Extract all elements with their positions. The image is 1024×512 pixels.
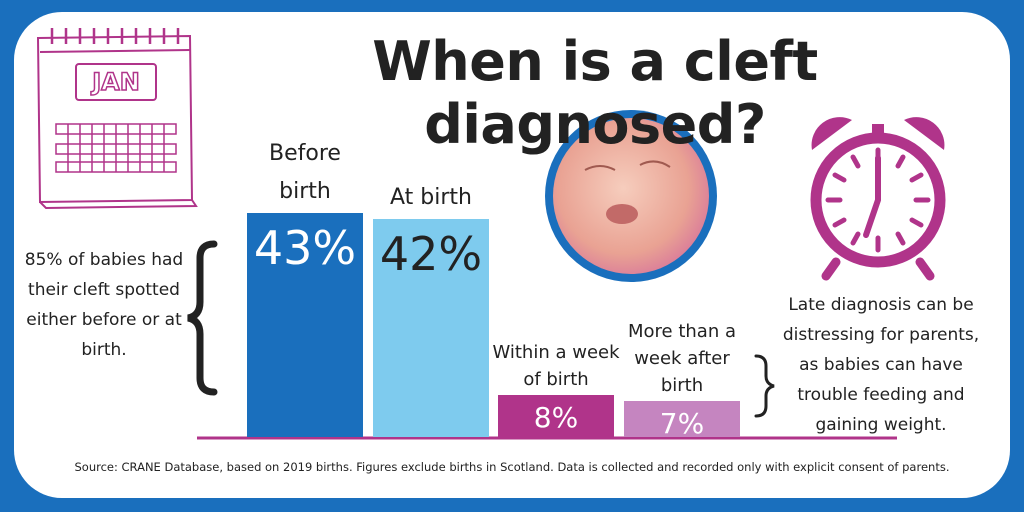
calendar-icon: [36, 28, 198, 210]
category-label: At birth: [390, 184, 472, 210]
bar: [498, 395, 614, 437]
value-label: 43%: [253, 221, 357, 276]
left-note: 85% of babies had their cleft spotted ei…: [24, 250, 184, 360]
value-label: 7%: [659, 406, 705, 440]
calendar-month: JAN: [90, 68, 140, 96]
right-note: Late diagnosis can be distressing for pa…: [782, 295, 980, 435]
value-label: 8%: [533, 401, 579, 435]
photo-detail: [606, 204, 638, 224]
category-label: Within a week of birth: [492, 342, 620, 391]
left-brace: [187, 240, 218, 396]
bar: [624, 400, 740, 437]
bar: [373, 218, 489, 437]
bar: [247, 213, 363, 437]
title: When is a cleft diagnosed?: [372, 30, 818, 156]
category-label: Before birth: [269, 141, 341, 205]
category-label: More than a week after birth: [628, 320, 736, 396]
value-label: 42%: [379, 226, 483, 281]
photo-detail: [584, 160, 671, 171]
baby-photo: [553, 118, 709, 274]
right-brace: [754, 354, 775, 418]
clock-icon: [810, 117, 946, 281]
source: Source: CRANE Database, based on 2019 bi…: [74, 460, 950, 474]
